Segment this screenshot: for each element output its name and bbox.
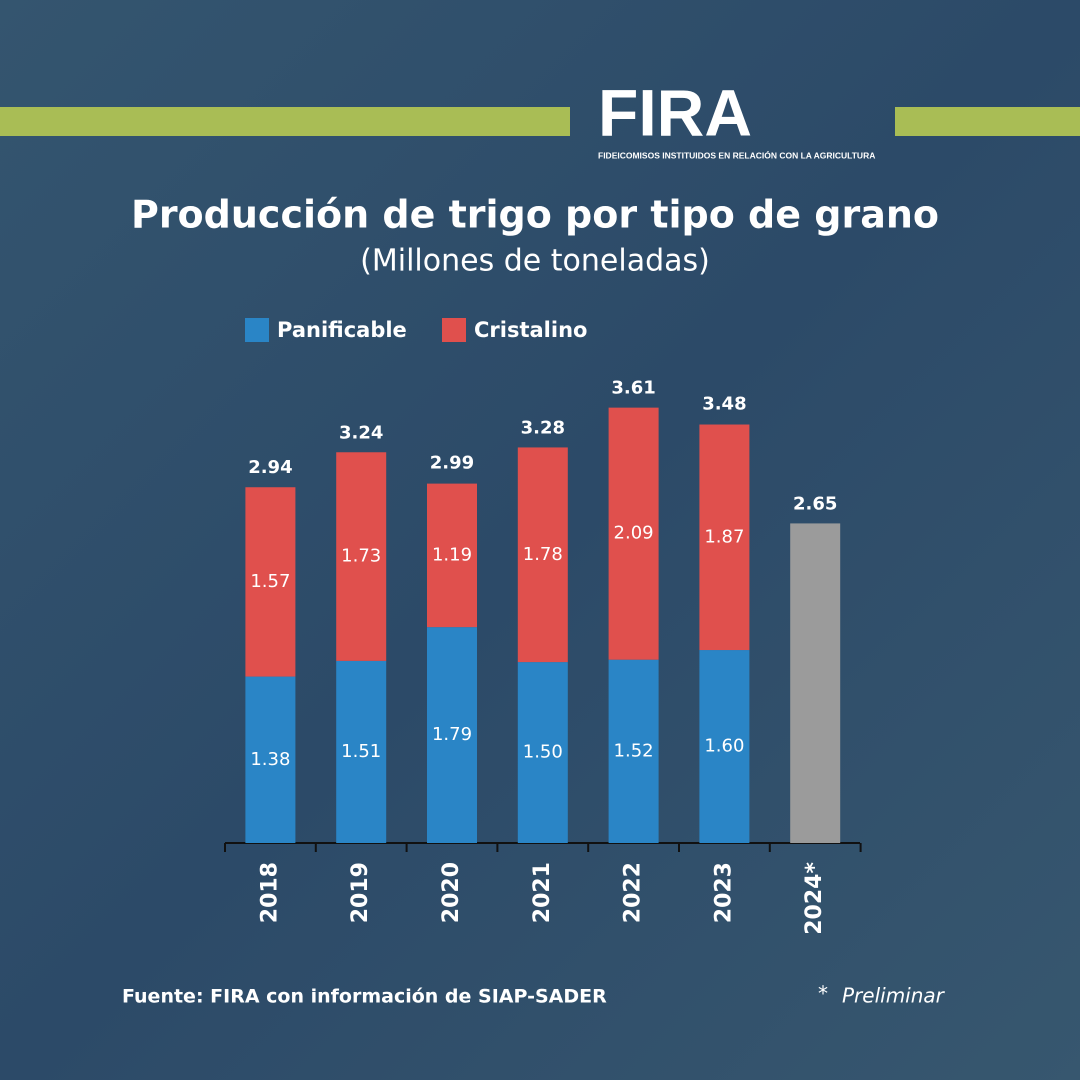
bar-segment	[245, 487, 296, 677]
bar-segment	[608, 659, 659, 843]
value-label: 1.73	[341, 546, 381, 567]
note-mark: *	[818, 982, 828, 1006]
accent-bar	[0, 107, 570, 136]
total-label: 2.99	[430, 452, 474, 473]
chart-subtitle: (Millones de toneladas)	[360, 244, 710, 279]
note: Preliminar	[842, 984, 946, 1008]
total-label: 3.61	[611, 378, 655, 399]
logo-name: FIRA	[598, 75, 752, 149]
value-label: 1.57	[250, 571, 290, 592]
value-label: 1.79	[432, 724, 472, 745]
bar-segment	[245, 676, 296, 843]
legend-swatch	[245, 318, 269, 342]
x-tick-label: 2019	[348, 862, 373, 923]
bar-segment	[427, 627, 477, 843]
value-label: 1.87	[704, 526, 744, 547]
legend-label: Cristalino	[474, 318, 587, 342]
x-tick-label: 2020	[439, 862, 464, 923]
value-label: 1.52	[614, 740, 654, 761]
value-label: 1.60	[704, 736, 744, 757]
total-label: 2.65	[793, 493, 837, 514]
bar-segment	[517, 447, 568, 663]
bar-segment	[699, 424, 750, 651]
total-label: 3.24	[339, 422, 383, 443]
bar-total	[790, 523, 841, 843]
total-label: 3.48	[702, 393, 746, 414]
accent-bar	[895, 107, 1080, 136]
legend-swatch	[442, 318, 466, 342]
value-label: 2.09	[614, 523, 654, 544]
chart-title: Producción de trigo por tipo de grano	[131, 193, 939, 237]
value-label: 1.19	[432, 544, 472, 565]
bar-segment	[336, 660, 387, 843]
x-tick-label: 2021	[530, 862, 555, 923]
bar-segment	[336, 452, 387, 661]
value-label: 1.51	[341, 741, 381, 762]
value-label: 1.38	[250, 749, 290, 770]
value-label: 1.50	[523, 742, 563, 763]
x-tick-label: 2022	[621, 862, 646, 923]
x-tick-label: 2018	[257, 862, 282, 923]
bar-segment	[427, 483, 477, 628]
bar-segment	[517, 662, 568, 843]
x-tick-label: 2023	[711, 862, 736, 923]
source: Fuente: FIRA con información de SIAP-SAD…	[122, 986, 607, 1008]
legend-label: Panificable	[277, 318, 407, 342]
bar-segment	[608, 407, 659, 660]
value-label: 1.78	[523, 544, 563, 565]
total-label: 3.28	[521, 417, 565, 438]
logo-tagline: FIDEICOMISOS INSTITUIDOS EN RELACIÓN CON…	[598, 149, 875, 160]
bar-segment	[699, 650, 750, 843]
total-label: 2.94	[248, 457, 292, 478]
x-tick-label: 2024*	[802, 862, 827, 935]
